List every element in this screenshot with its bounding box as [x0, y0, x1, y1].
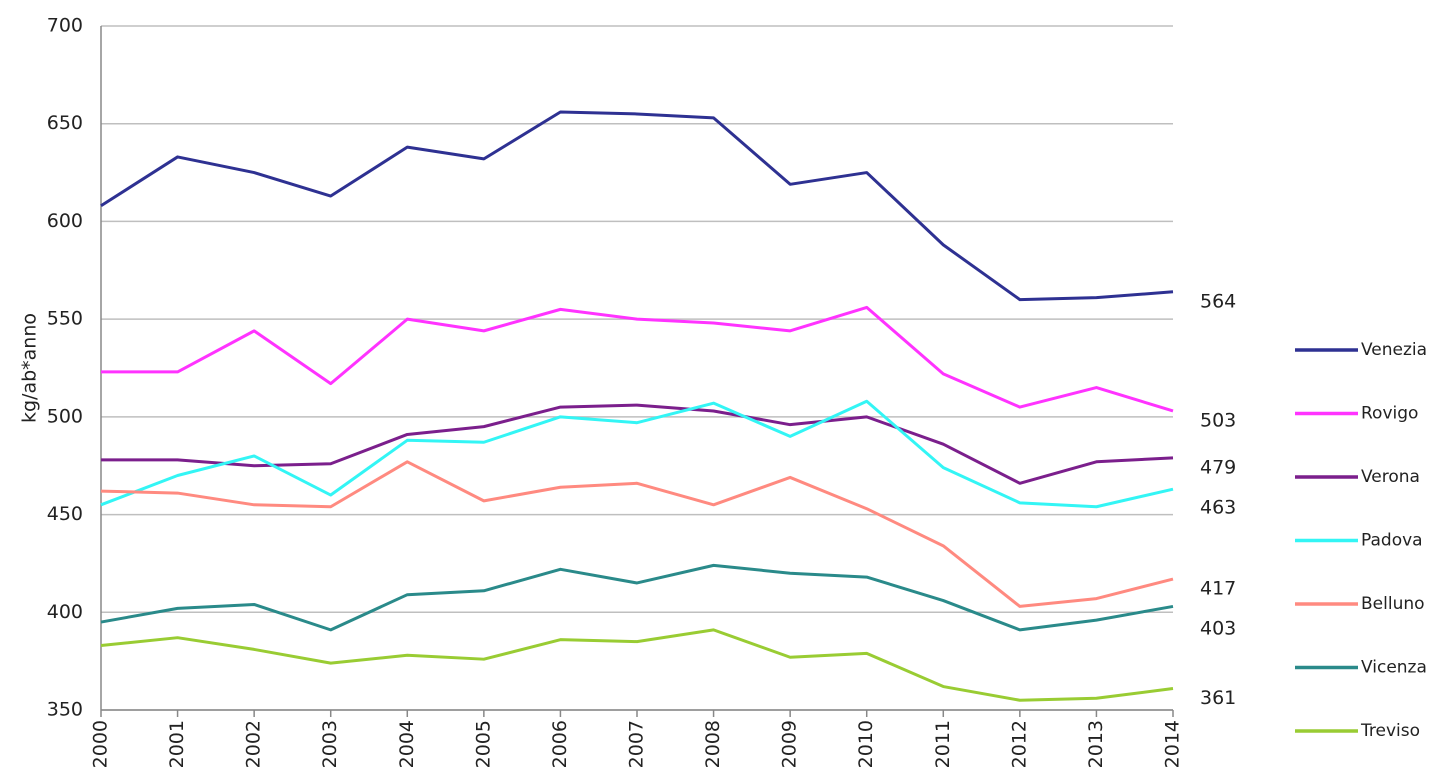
- legend-label: Vicenza: [1361, 658, 1427, 678]
- end-value-label: 479: [1200, 456, 1236, 478]
- series-line: [101, 305, 1174, 413]
- y-tick-label: 450: [47, 503, 83, 525]
- x-tick-label: 2010: [855, 720, 877, 768]
- x-tick-label: 2009: [779, 720, 801, 768]
- x-tick-label: 2001: [166, 720, 188, 768]
- x-tick-label: 2002: [243, 720, 265, 768]
- x-tick-label: 2007: [626, 720, 648, 768]
- y-tick-label: 350: [47, 699, 83, 721]
- series-line: [100, 628, 1174, 702]
- series-line: [100, 110, 1174, 302]
- y-tick-label: 650: [47, 112, 83, 134]
- x-tick-label: 2006: [549, 720, 571, 768]
- y-tick-label: 700: [47, 15, 83, 37]
- end-value-label: 417: [1200, 578, 1236, 600]
- series-line: [100, 563, 1174, 632]
- end-value-label: 361: [1200, 687, 1236, 709]
- y-tick-label: 600: [47, 210, 83, 232]
- series-line: [100, 460, 1174, 608]
- series-line: [101, 403, 1174, 485]
- x-tick-label: 2008: [702, 720, 724, 768]
- end-value-label: 564: [1200, 290, 1236, 312]
- legend-label: Belluno: [1361, 594, 1425, 614]
- y-tick-label: 500: [47, 405, 83, 427]
- legend-label: Venezia: [1361, 340, 1427, 360]
- legend-label: Treviso: [1360, 721, 1420, 741]
- x-tick-label: 2011: [932, 720, 954, 768]
- end-value-label: 403: [1200, 618, 1236, 640]
- x-tick-label: 2014: [1162, 720, 1184, 768]
- y-tick-label: 550: [47, 308, 83, 330]
- series-line: [100, 399, 1174, 509]
- legend-label: Padova: [1361, 531, 1423, 551]
- legend-label: Verona: [1361, 467, 1420, 487]
- x-tick-label: 2012: [1008, 720, 1030, 768]
- x-tick-label: 2003: [319, 720, 341, 768]
- end-value-label: 503: [1200, 409, 1236, 431]
- x-tick-label: 2013: [1085, 720, 1107, 768]
- x-tick-label: 2000: [90, 720, 112, 768]
- x-tick-label: 2004: [396, 720, 418, 768]
- x-tick-label: 2005: [472, 720, 494, 768]
- legend-label: Rovigo: [1361, 404, 1418, 424]
- end-value-label: 463: [1200, 496, 1236, 518]
- y-tick-label: 400: [47, 601, 83, 623]
- y-axis-label: kg/ab*anno: [19, 313, 41, 423]
